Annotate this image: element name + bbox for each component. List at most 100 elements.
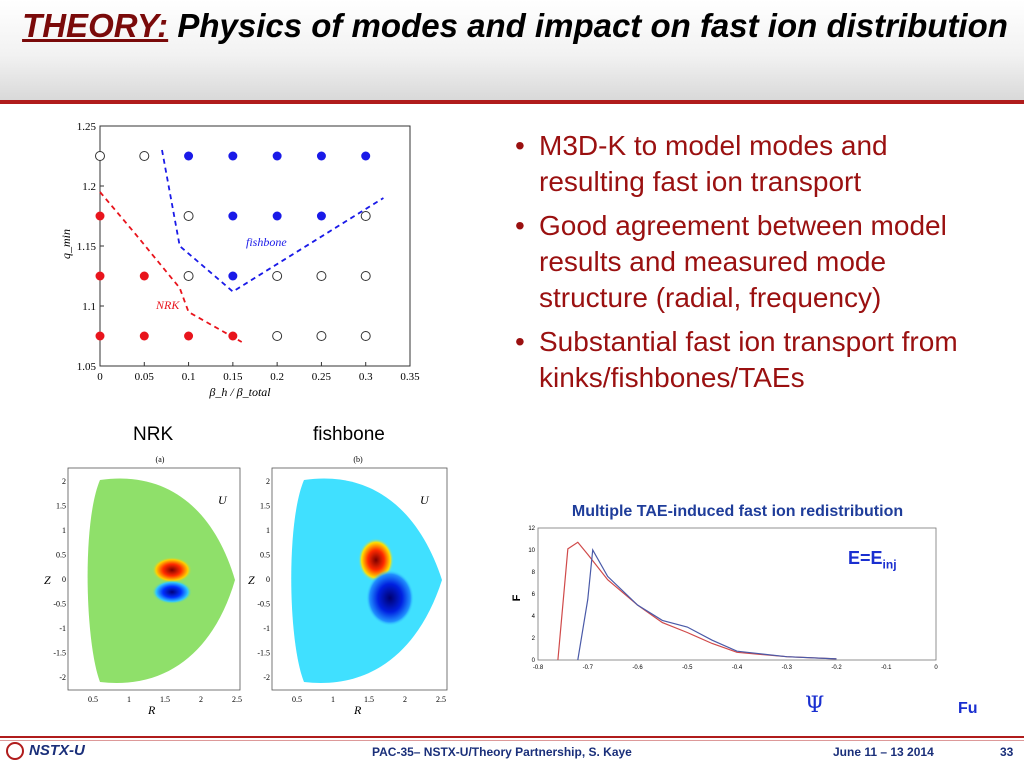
bullet-item: Substantial fast ion transport from kink… [513,324,993,396]
z-tick-label: 0 [266,575,270,584]
z-tick-label: 2 [62,477,66,486]
fishbone-caption: fishbone [313,424,385,445]
z-tick-label: 0 [62,575,66,584]
tae-xtick-label: 0 [934,665,938,671]
fishbone-point [272,151,282,161]
r-tick-label: 0.5 [88,695,98,704]
panel-b-z-label: Z [248,573,255,587]
r-tick-label: 1 [331,695,335,704]
stable-point [272,271,283,281]
scatter-ytick-label: 1.15 [77,241,97,253]
regime-boundary-line [99,191,243,343]
stable-point [139,151,150,161]
nrk-point [228,331,238,341]
panel-b-u-label: U [420,493,430,507]
stable-point [183,271,194,281]
fishbone-label: fishbone [246,235,287,249]
panel-a-label: (a) [156,455,165,464]
scatter-ytick-label: 1.25 [77,121,97,133]
slide-title: THEORY: Physics of modes and impact on f… [20,6,1010,46]
scatter-xtick-label: 0.2 [270,371,284,383]
stable-point [360,271,371,281]
nrk-label: NRK [155,298,180,312]
r-tick-label: 2.5 [436,695,446,704]
scatter-xlabel: β_h / β_total [208,385,271,399]
nstx-logo-icon [6,742,24,760]
tae-frame [537,527,937,661]
fishbone-point [316,211,326,221]
scatter-xtick-label: 0.05 [135,371,155,383]
stable-point [316,271,327,281]
title-text: Physics of modes and impact on fast ion … [177,7,1008,44]
nrk-point [95,211,105,221]
tae-ylabel: F [511,594,523,601]
fishbone-point [184,151,194,161]
fishbone-point [228,211,238,221]
tae-xtick-label: -0.4 [732,665,743,671]
footer-divider [0,736,1024,738]
stable-point [360,331,371,341]
stable-point [360,211,371,221]
tae-xtick-label: -0.2 [831,665,842,671]
distribution-line-red [557,541,837,661]
scatter-ytick-label: 1.1 [82,301,96,313]
z-tick-label: -2 [263,673,270,682]
tae-ytick-label: 2 [532,636,536,642]
nrk-point [139,331,149,341]
tae-ytick-label: 10 [528,548,535,554]
z-tick-label: -1 [263,624,270,633]
tae-redistribution-chart: F -0.8 -0.7 -0.6 -0.5 -0.4 -0.3 -0.2 -0.1 0 12 10 8… [511,526,938,671]
stable-point [316,331,327,341]
bullet-item: M3D-K to model modes and resulting fast … [513,128,993,200]
z-tick-label: 0.5 [56,551,66,560]
stable-point [95,151,105,161]
z-tick-label: 1.5 [260,502,270,511]
credit-label: Fu [958,700,978,717]
r-tick-label: 2.5 [232,695,242,704]
tae-xtick-label: -0.7 [583,665,594,671]
regime-boundary-line [161,149,384,293]
nrk-point [139,271,149,281]
psi-axis-label: Ψ [805,693,825,718]
nrk-negative-lobe [152,580,192,604]
r-tick-label: 2 [199,695,203,704]
tae-xtick-label: -0.6 [632,665,643,671]
panel-b-label: (b) [353,455,363,464]
fishbone-point [272,211,282,221]
distribution-line-blue [577,548,837,661]
tae-xtick-label: -0.1 [881,665,892,671]
tae-xtick-label: -0.3 [782,665,793,671]
z-tick-label: -1 [59,624,66,633]
tae-xtick-label: -0.5 [682,665,693,671]
fishbone-point [361,151,371,161]
panel-a-u-label: U [218,493,228,507]
page-number: 33 [1000,745,1014,759]
tae-xtick-label: -0.8 [533,665,544,671]
scatter-xtick-label: 0 [97,371,103,383]
bullet-list: M3D-K to model modes and resulting fast … [513,128,993,404]
nrk-point [95,331,105,341]
tae-ytick-label: 6 [532,592,536,598]
r-tick-label: 2 [403,695,407,704]
scatter-xtick-label: 0.3 [359,371,373,383]
fishbone-point [228,271,238,281]
mode-map-panels: (a) U Z R 2 1.5 1 0.5 0 -0.5 -1 -1.5 -2 0.5 1 1.5 2… [44,455,448,717]
energy-annotation-sub: inj [882,557,897,572]
qmin-scatter-chart: q_min β_h / β_total 0 0.05 0.1 0.15 0.2 0.25 0… [60,121,420,399]
nrk-point [184,331,194,341]
title-prefix: THEORY: [22,7,169,44]
scatter-ytick-label: 1.05 [77,361,97,373]
z-tick-label: -2 [59,673,66,682]
fishbone-plasma-cross-section [291,478,442,683]
fishbone-point [228,151,238,161]
z-tick-label: 1.5 [56,502,66,511]
r-tick-label: 0.5 [292,695,302,704]
bullet-item: Good agreement between model results and… [513,208,993,316]
scatter-xtick-label: 0.35 [400,371,420,383]
energy-annotation-text: E=E [848,548,883,568]
scatter-xtick-label: 0.25 [312,371,332,383]
tae-chart-title: Multiple TAE-induced fast ion redistribu… [571,503,904,520]
z-tick-label: -0.5 [53,600,66,609]
fishbone-mode-map: (b) U Z R 2 1.5 1 0.5 0 -0.5 -1 -1.5 -2 0.5 1 1.5 2… [248,455,448,717]
tae-ytick-label: 4 [532,614,536,620]
